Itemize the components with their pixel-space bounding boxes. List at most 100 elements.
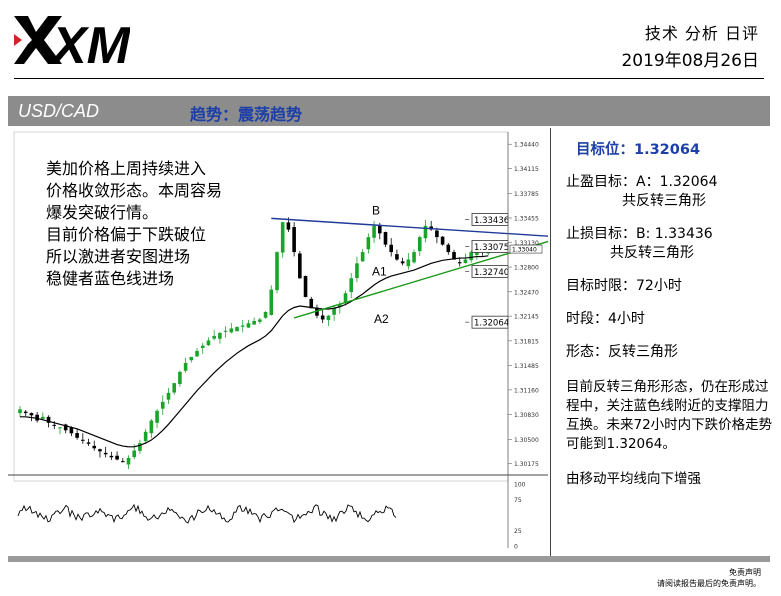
- candle-body: [115, 455, 119, 460]
- disclaimer: 免责声明 请阅读报告最后的免责声明。: [657, 567, 761, 589]
- oscillator-panel: 100 75 25 0: [17, 482, 526, 551]
- candle-body: [395, 254, 399, 260]
- axis-tick-label: 1.32470: [514, 289, 539, 296]
- candle-body: [446, 244, 451, 253]
- candle-body: [298, 253, 302, 279]
- level-tag: 1.32064: [474, 319, 509, 329]
- candle-body: [189, 356, 194, 361]
- candle-body: [200, 345, 205, 348]
- candle-body: [120, 461, 125, 463]
- candle-body: [366, 237, 371, 250]
- candle-body: [240, 325, 245, 327]
- candle-body: [126, 458, 131, 465]
- candle-body: [52, 424, 57, 426]
- candle-body: [258, 319, 262, 322]
- svg-text:XM: XM: [49, 17, 130, 66]
- report-date: 2019年08月26日: [621, 51, 759, 71]
- candle-body: [81, 439, 85, 441]
- pattern: 形态：反转三角形: [566, 344, 678, 360]
- note-line: 爆发突破行情。: [46, 203, 159, 222]
- candle-body: [280, 222, 285, 253]
- level-tag: 1.32740: [474, 268, 509, 278]
- candle-body: [92, 445, 97, 449]
- osc-tick-label: 100: [514, 482, 526, 489]
- axis-tick-label: 1.31485: [514, 363, 539, 370]
- candle-body: [246, 323, 251, 328]
- candle-body: [235, 326, 239, 332]
- currency-pair: USD/CAD: [18, 101, 100, 121]
- axis-tick-label: 1.32800: [514, 265, 539, 272]
- candle-body: [218, 332, 222, 339]
- take-profit: 止盈目标：A：1.32064 共反转三角形: [566, 173, 776, 211]
- axis-tick-label: 1.33130: [514, 240, 539, 247]
- candle-body: [63, 424, 68, 431]
- axis-tick-label: 1.30500: [514, 437, 539, 444]
- candle-body: [206, 340, 211, 346]
- report-header: 技术 分析 日评 2019年08月26日: [621, 20, 759, 71]
- candle-body: [469, 252, 473, 261]
- timeframe: 时段：4小时: [566, 311, 645, 327]
- axis-tick-label: 1.33785: [514, 191, 539, 198]
- target-panel: 目标位：1.32064 止盈目标：A：1.32064 共反转三角形 止损目标：B…: [566, 138, 776, 489]
- level-tag: 1.33075: [474, 243, 509, 253]
- candle-body: [172, 383, 176, 393]
- oscillator-line: [17, 503, 397, 524]
- candle-body: [29, 413, 34, 416]
- disclaimer-text: 请阅读报告最后的免责声明。: [657, 579, 761, 588]
- candle-body: [412, 252, 416, 263]
- level-label: B: [372, 203, 380, 217]
- candle-body: [400, 261, 405, 264]
- candle-body: [320, 315, 325, 320]
- price-axis: 1.34440 1.34115 1.33785 1.33455 1.33130 1.328…: [507, 132, 543, 548]
- time-limit: 目标时限：72小时: [566, 278, 682, 294]
- axis-tick-label: 1.30830: [514, 412, 539, 419]
- level-label: A2: [374, 312, 389, 326]
- stop-loss: 止损目标：B: 1.33436 共反转三角形: [566, 225, 776, 263]
- axis-tick-label: 1.34115: [514, 166, 539, 173]
- candle-body: [309, 298, 314, 309]
- candle-body: [143, 431, 148, 442]
- candle-body: [332, 308, 336, 315]
- header-divider: [14, 78, 764, 79]
- candle-body: [349, 278, 354, 293]
- take-profit-pattern: 共反转三角形: [622, 193, 706, 209]
- stop-loss-pattern: 共反转三角形: [610, 245, 694, 261]
- xm-logo: XM: [14, 16, 130, 66]
- candle-body: [303, 276, 308, 298]
- candle-body: [355, 263, 359, 279]
- stop-loss-line: 止损目标：B: 1.33436: [566, 226, 713, 242]
- disclaimer-title: 免责声明: [729, 568, 761, 577]
- candle-body: [86, 442, 91, 444]
- candle-body: [263, 311, 268, 318]
- candle-body: [109, 455, 114, 458]
- candle-body: [166, 392, 171, 400]
- ma-line: [20, 255, 489, 448]
- ma-note: 由移动平均线向下增强: [566, 471, 701, 487]
- level-tag: 1.33436: [474, 216, 509, 226]
- candle-body: [155, 410, 159, 423]
- candle-body: [377, 225, 382, 234]
- candle-body: [75, 433, 79, 438]
- candle-body: [160, 401, 165, 409]
- title-bar: USD/CAD 趋势：震荡趋势: [8, 96, 770, 126]
- target-price: 目标位：1.32064: [576, 142, 701, 158]
- candle-body: [23, 411, 28, 414]
- axis-tick-label: 1.33455: [514, 216, 539, 223]
- take-profit-line: 止盈目标：A：1.32064: [566, 174, 718, 190]
- candle-body: [406, 259, 411, 267]
- candle-body: [229, 328, 234, 333]
- candle-body: [435, 230, 439, 238]
- note-line: 价格收敛形态。本周容易: [46, 181, 223, 200]
- candle-body: [178, 371, 182, 384]
- note-line: 美加价格上周持续进入: [46, 159, 207, 178]
- candle-body: [423, 225, 428, 239]
- candle-body: [195, 350, 199, 357]
- moving-average: [20, 255, 489, 448]
- note-line: 所以激进者安图进场: [46, 247, 191, 266]
- candle-body: [440, 236, 445, 245]
- analysis-text: 目前反转三角形形态，仍在形成过程中，关注蓝色线附近的支撑阻力互换。未来72小时内…: [566, 379, 773, 452]
- candle-body: [98, 449, 102, 452]
- report-type: 技术 分析 日评: [644, 24, 759, 43]
- candle-body: [269, 289, 274, 315]
- candle-body: [18, 409, 22, 414]
